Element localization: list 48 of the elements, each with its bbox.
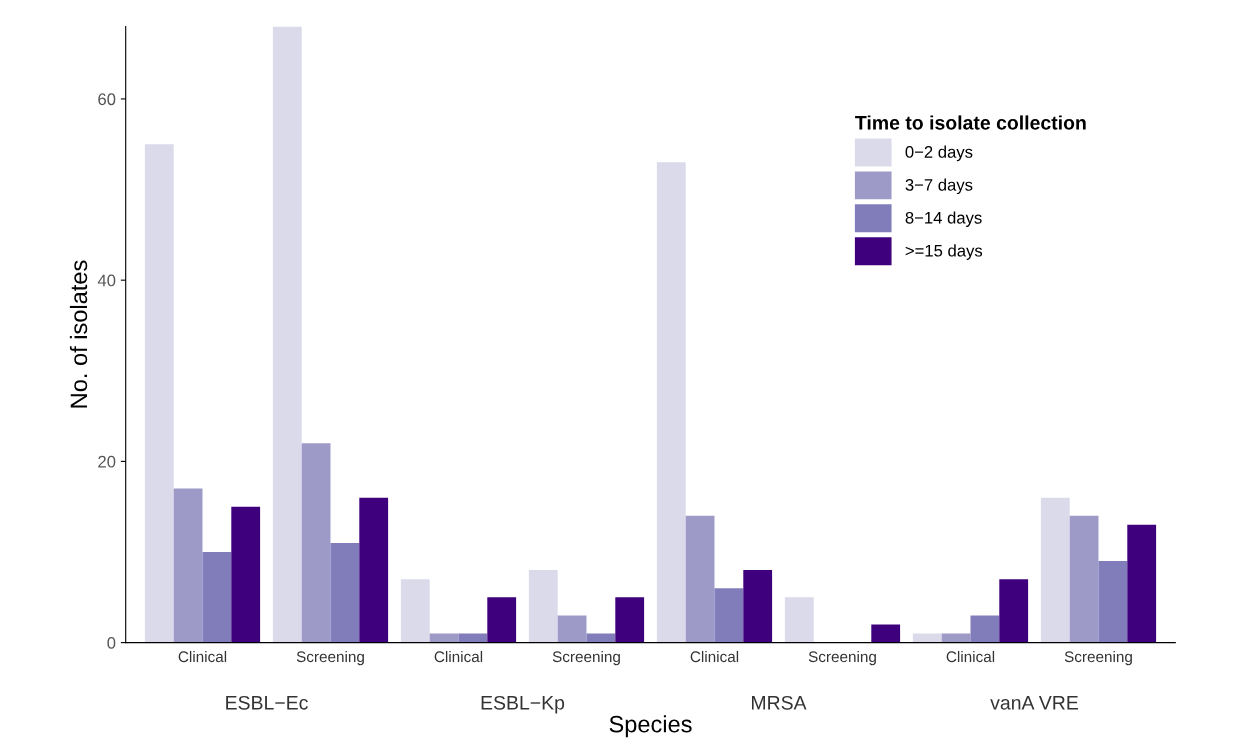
bar xyxy=(301,443,331,643)
bar xyxy=(144,144,174,643)
bar xyxy=(487,597,517,643)
x-tick-label: Screening xyxy=(552,650,620,666)
legend-label: 0−2 days xyxy=(905,145,973,162)
y-tick-label: 40 xyxy=(97,274,116,287)
bar xyxy=(359,497,389,643)
text: ESBL−Kp xyxy=(481,695,565,714)
bar xyxy=(400,579,430,643)
bar xyxy=(743,570,773,643)
y-axis-title: No. of isolates xyxy=(69,260,88,408)
bar xyxy=(330,542,360,643)
y-tick-label: 60 xyxy=(98,93,116,106)
x-tick-label: Clinical xyxy=(434,650,483,663)
bar xyxy=(173,488,203,643)
bar xyxy=(615,597,645,643)
bar xyxy=(557,615,587,643)
bar xyxy=(528,570,558,643)
legend-label: >=15 days xyxy=(905,244,983,260)
x-tick-label: Clinical xyxy=(690,650,739,663)
bar xyxy=(714,588,744,643)
x-tick-label: Clinical xyxy=(946,650,995,663)
bar xyxy=(1069,515,1099,643)
bar xyxy=(656,162,686,643)
x-tick-label: Screening xyxy=(808,650,876,666)
bar xyxy=(999,579,1029,643)
y-tick-label: 20 xyxy=(98,455,116,468)
bar xyxy=(970,615,1000,643)
bar xyxy=(272,26,302,643)
legend-label: 3−7 days xyxy=(905,178,973,195)
text: ESBL−Ec xyxy=(226,695,308,710)
text: vanA VRE xyxy=(990,696,1078,710)
bar xyxy=(871,624,901,643)
bar xyxy=(784,597,814,643)
x-axis-title: Species xyxy=(609,715,692,738)
legend-label: 8−14 days xyxy=(905,211,982,227)
bar xyxy=(1127,524,1157,643)
bar xyxy=(202,551,232,643)
x-tick-label: Clinical xyxy=(178,650,227,663)
bar xyxy=(1040,497,1070,643)
bar xyxy=(685,515,715,643)
x-tick-label: Screening xyxy=(296,650,364,666)
bar xyxy=(231,506,261,643)
bar xyxy=(1098,561,1128,643)
y-tick-label: 0 xyxy=(107,637,116,649)
legend-title: Time to isolate collection xyxy=(855,115,1086,130)
x-tick-label: Screening xyxy=(1064,650,1132,666)
text: MRSA xyxy=(752,695,807,710)
